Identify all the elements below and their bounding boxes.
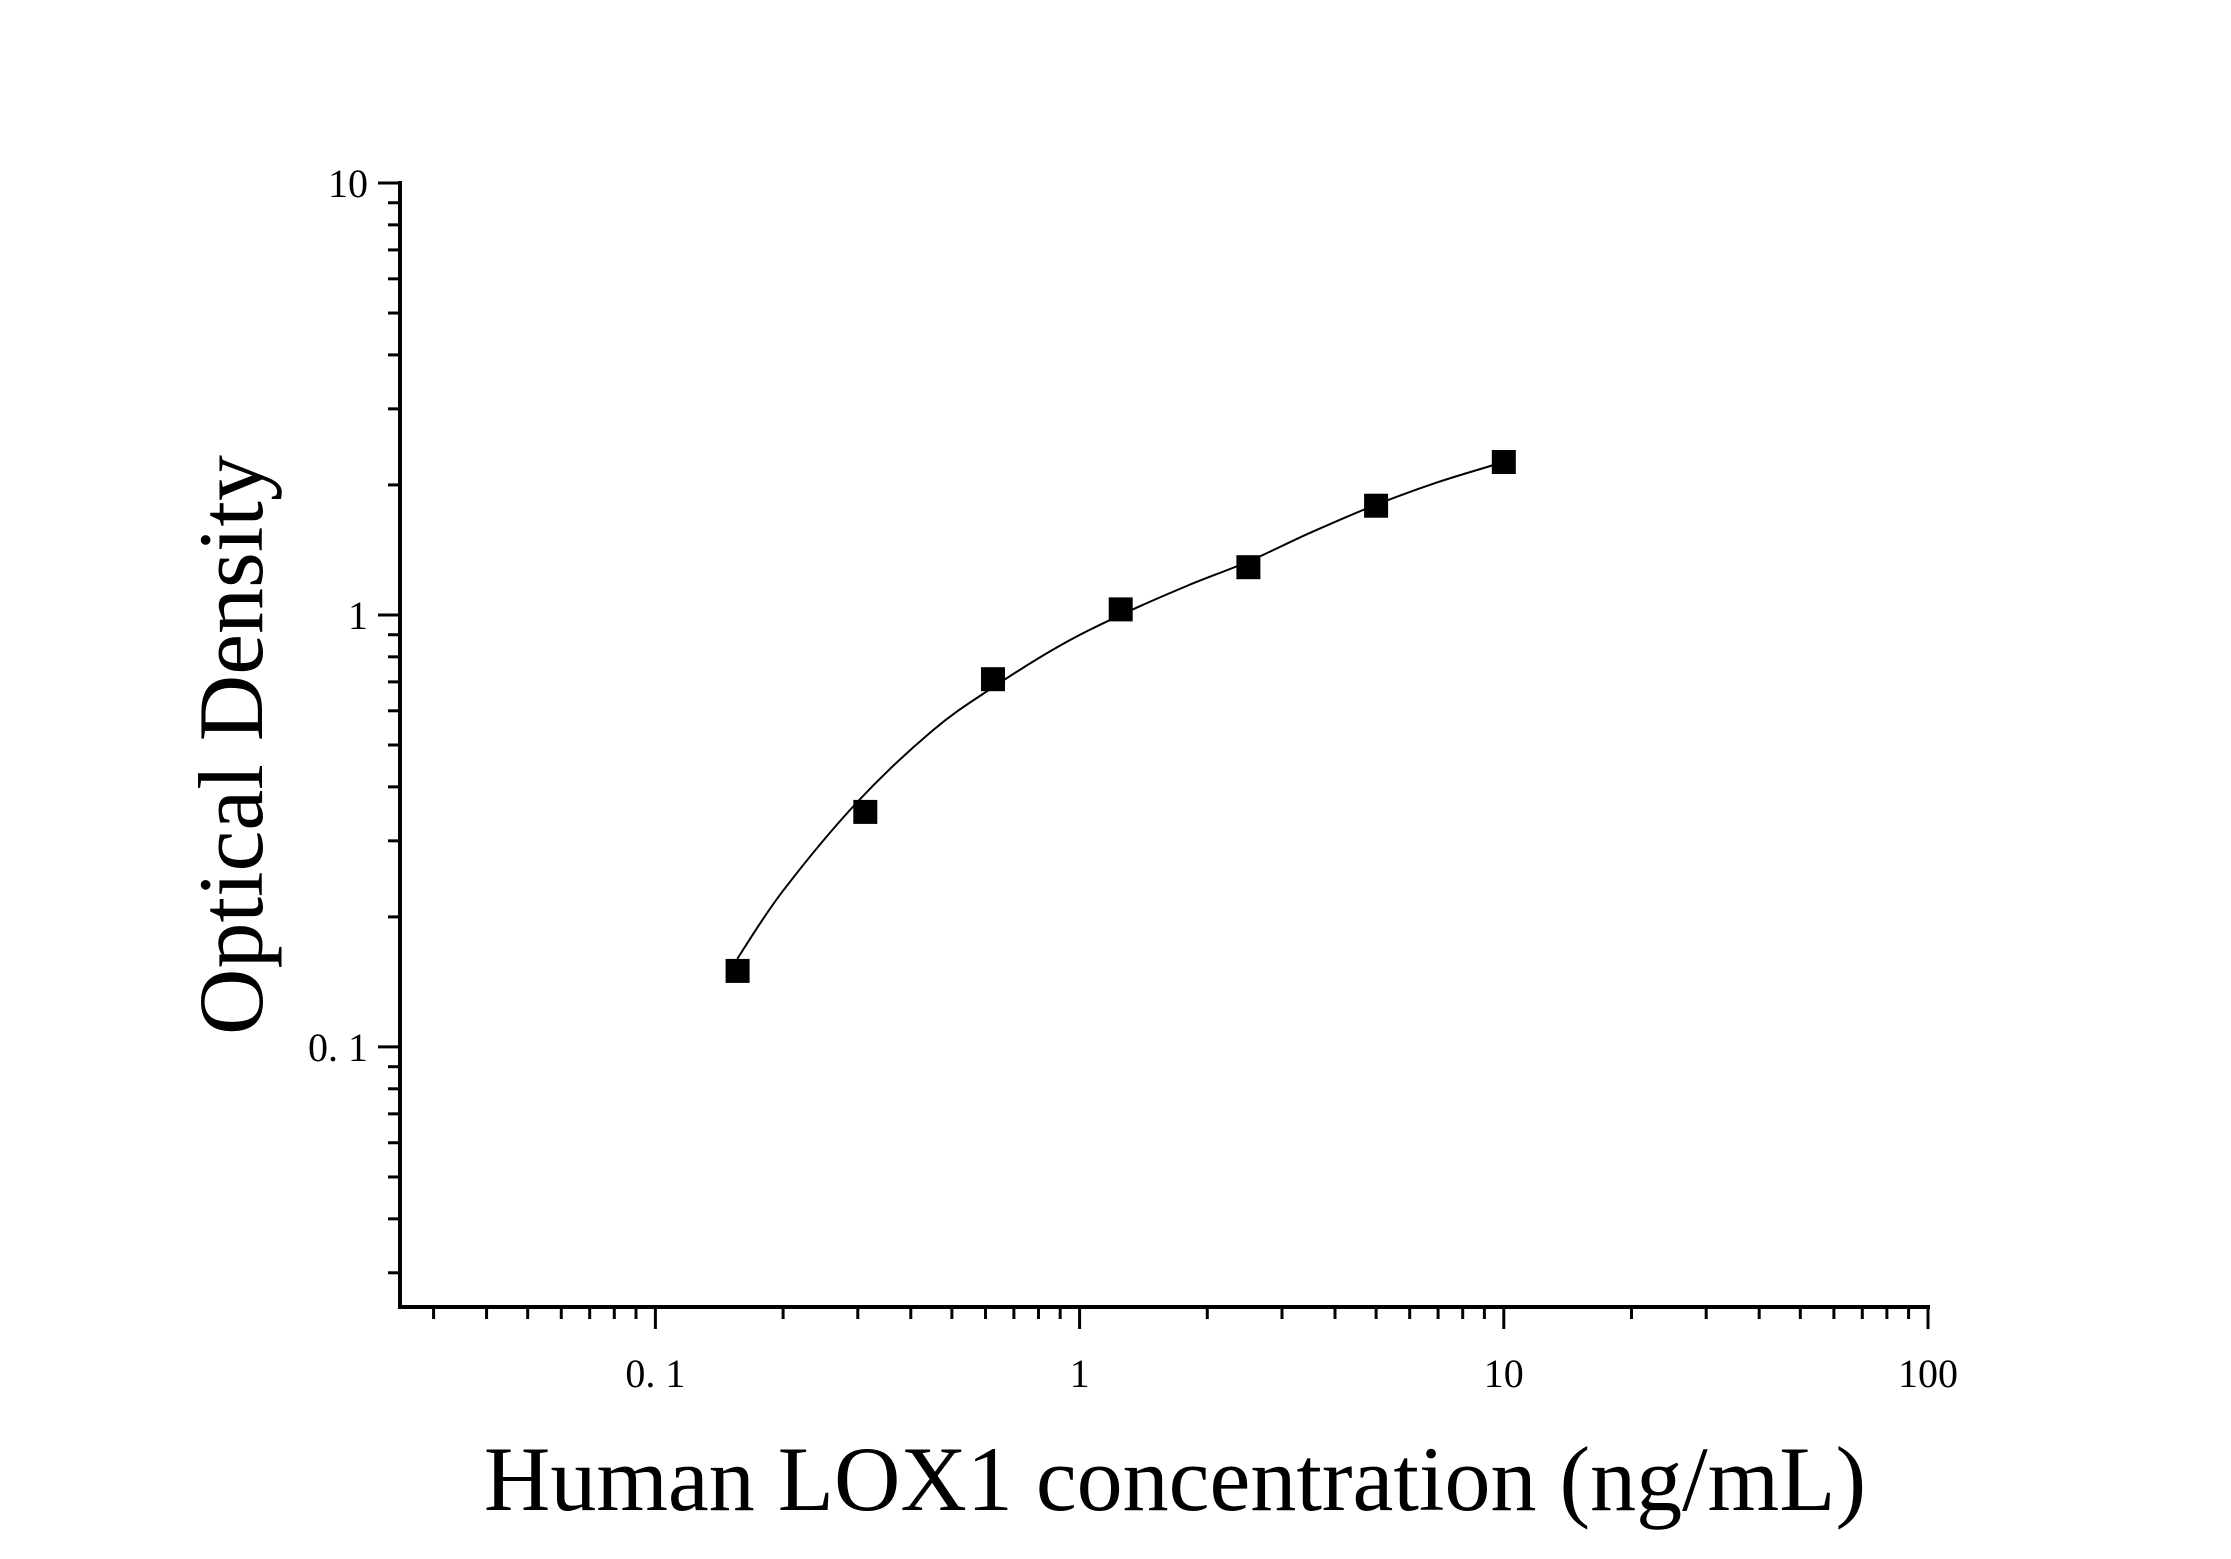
data-point — [981, 667, 1005, 692]
y-tick-label: 10 — [328, 161, 368, 206]
data-point — [1108, 597, 1133, 622]
y-axis-title: Optical Density — [180, 455, 282, 1035]
data-point — [725, 958, 750, 983]
major-ticks — [378, 181, 1930, 1329]
x-tick-label: 100 — [1898, 1351, 1958, 1396]
data-point — [1364, 493, 1389, 518]
data-point — [1236, 555, 1261, 580]
x-tick-labels: 0. 1 1 10 100 — [625, 1351, 1958, 1396]
data-points — [725, 450, 1516, 983]
minor-ticks — [388, 201, 1911, 1319]
x-tick-label: 10 — [1484, 1351, 1524, 1396]
data-point — [1491, 450, 1516, 474]
x-tick-label: 0. 1 — [625, 1351, 685, 1396]
axes — [398, 181, 1930, 1309]
fit-curve — [736, 461, 1505, 960]
data-point — [853, 799, 878, 824]
y-tick-label: 1 — [348, 593, 368, 638]
y-tick-label: 0. 1 — [308, 1025, 368, 1070]
x-axis-title: Human LOX1 concentration (ng/mL) — [484, 1428, 1866, 1530]
y-tick-labels: 0. 1 1 10 — [308, 161, 368, 1070]
x-tick-label: 1 — [1070, 1351, 1090, 1396]
